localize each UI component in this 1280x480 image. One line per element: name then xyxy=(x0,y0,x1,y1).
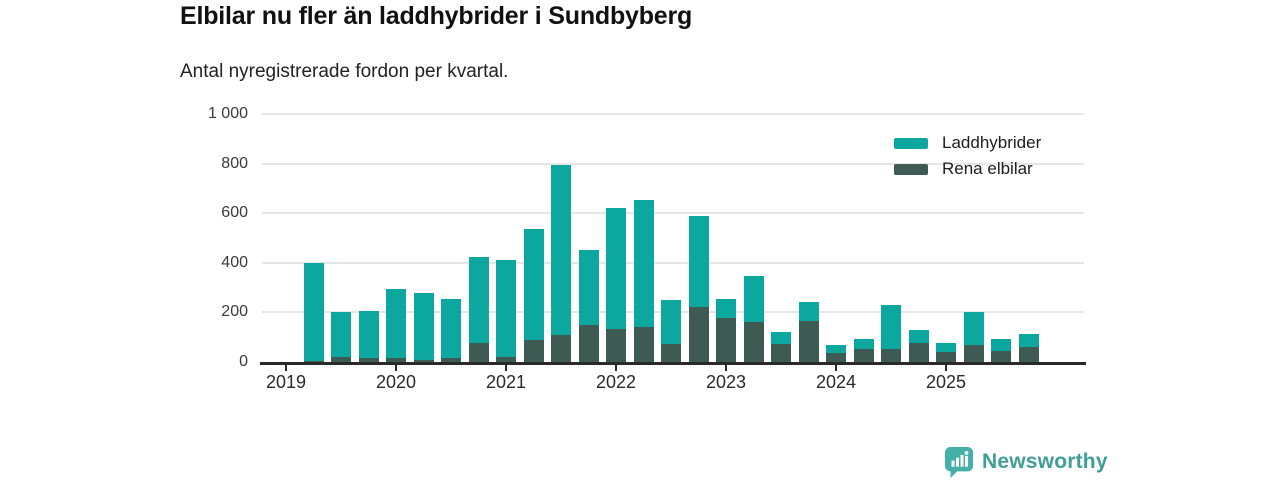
chart-subtitle: Antal nyregistrerade fordon per kvartal. xyxy=(180,61,509,82)
bar-2022-q3-laddhybrider xyxy=(661,300,681,344)
bar-2023-q2-laddhybrider xyxy=(743,276,764,323)
y-axis-label: 600 xyxy=(221,204,248,222)
bar-2020-q1-rena-elbilar xyxy=(386,358,406,362)
bar-2022-q1-rena-elbilar xyxy=(606,328,626,362)
x-axis-tick-2024 xyxy=(835,364,837,371)
bar-2020-q3-rena-elbilar xyxy=(441,357,461,362)
x-tick-label-2020: 2020 xyxy=(375,372,417,392)
legend-swatch-rena-elbilar xyxy=(894,163,928,175)
x-axis-tick-2021 xyxy=(505,364,507,371)
bar-2025-q1-rena-elbilar xyxy=(936,352,956,362)
chart-title: Elbilar nu fler än laddhybrider i Sundby… xyxy=(180,2,693,30)
bar-2021-q4-laddhybrider xyxy=(578,250,599,326)
x-axis-line xyxy=(260,362,1086,365)
bar-2023-q1-rena-elbilar xyxy=(716,317,736,362)
bar-2021-q2-rena-elbilar xyxy=(523,339,544,362)
bar-2024-q2-rena-elbilar xyxy=(853,349,874,362)
bar-2023-q1-laddhybrider xyxy=(716,298,736,318)
bar-2022-q4-rena-elbilar xyxy=(688,307,709,362)
y-axis-label: 400 xyxy=(221,253,248,271)
legend: Laddhybrider Rena elbilar xyxy=(894,130,1041,182)
gridline-800 xyxy=(262,162,1084,165)
bar-2024-q4-laddhybrider xyxy=(908,329,929,344)
bar-2021-q2-laddhybrider xyxy=(523,229,544,340)
x-tick-label-2021: 2021 xyxy=(485,372,527,392)
bar-2025-q2-rena-elbilar xyxy=(963,344,984,362)
bar-2022-q3-rena-elbilar xyxy=(661,343,681,362)
bar-2025-q3-rena-elbilar xyxy=(991,350,1011,362)
x-tick-label-2022: 2022 xyxy=(595,372,637,392)
bar-2022-q1-laddhybrider xyxy=(606,208,626,329)
bar-2022-q2-rena-elbilar xyxy=(633,326,654,362)
x-tick-label-2025: 2025 xyxy=(925,372,967,392)
bar-2019-q4-laddhybrider xyxy=(358,311,379,359)
bar-2023-q3-rena-elbilar xyxy=(771,344,791,362)
bar-2020-q3-laddhybrider xyxy=(441,298,461,358)
x-axis-tick-2025 xyxy=(945,364,947,371)
bar-2024-q3-rena-elbilar xyxy=(881,349,901,362)
bar-2021-q1-laddhybrider xyxy=(496,260,516,357)
bar-2025-q4-laddhybrider xyxy=(1018,333,1039,347)
bar-2019-q3-laddhybrider xyxy=(331,312,351,358)
bar-2021-q1-rena-elbilar xyxy=(496,356,516,362)
bar-2025-q3-laddhybrider xyxy=(991,338,1011,351)
bar-2020-q4-laddhybrider xyxy=(468,256,489,344)
bar-2021-q3-rena-elbilar xyxy=(551,334,571,362)
bar-2024-q3-laddhybrider xyxy=(881,304,901,350)
x-tick-label-2024: 2024 xyxy=(815,372,857,392)
bar-2019-q4-rena-elbilar xyxy=(358,358,379,362)
bar-2023-q2-rena-elbilar xyxy=(743,322,764,362)
bar-2022-q2-laddhybrider xyxy=(633,199,654,327)
y-axis-label: 200 xyxy=(221,303,248,321)
bar-2021-q3-laddhybrider xyxy=(551,164,571,335)
bar-2019-q3-rena-elbilar xyxy=(331,357,351,362)
bar-2019-q2-laddhybrider xyxy=(303,262,324,361)
legend-item-rena-elbilar: Rena elbilar xyxy=(894,156,1041,182)
x-tick-label-2019: 2019 xyxy=(265,372,307,392)
x-axis-tick-2022 xyxy=(615,364,617,371)
gridline-1000 xyxy=(262,113,1084,115)
legend-label-rena-elbilar: Rena elbilar xyxy=(942,159,1033,178)
y-axis-label: 800 xyxy=(221,154,248,172)
bar-2020-q4-rena-elbilar xyxy=(468,343,489,362)
bar-2024-q2-laddhybrider xyxy=(853,338,874,350)
bar-2020-q1-laddhybrider xyxy=(386,288,406,359)
y-axis-label: 1 000 xyxy=(207,105,248,122)
legend-item-laddhybrider: Laddhybrider xyxy=(894,130,1041,156)
bar-2025-q1-laddhybrider xyxy=(936,342,956,353)
x-axis-tick-2019 xyxy=(285,364,287,371)
bar-2023-q4-laddhybrider xyxy=(798,302,819,322)
bar-2024-q1-rena-elbilar xyxy=(826,353,846,362)
bar-2019-q2-rena-elbilar xyxy=(303,360,324,362)
y-axis-label: 0 xyxy=(239,353,248,370)
x-axis-tick-2023 xyxy=(725,364,727,371)
bar-2021-q4-rena-elbilar xyxy=(578,325,599,362)
newsworthy-logo-text: Newsworthy xyxy=(982,450,1108,473)
bar-2022-q4-laddhybrider xyxy=(688,215,709,308)
legend-swatch-laddhybrider xyxy=(894,137,928,149)
bar-2023-q4-rena-elbilar xyxy=(798,321,819,362)
bar-2023-q3-laddhybrider xyxy=(771,331,791,345)
bar-2020-q2-rena-elbilar xyxy=(413,360,434,362)
x-axis-tick-2020 xyxy=(395,364,397,371)
bar-2025-q2-laddhybrider xyxy=(963,312,984,345)
bar-2024-q1-laddhybrider xyxy=(826,344,846,354)
newsworthy-logo-icon xyxy=(944,447,974,478)
gridline-600 xyxy=(262,212,1084,215)
bar-2024-q4-rena-elbilar xyxy=(908,343,929,362)
gridline-400 xyxy=(262,261,1084,264)
bar-2020-q2-laddhybrider xyxy=(413,293,434,360)
newsworthy-logo: Newsworthy xyxy=(944,446,1108,478)
bar-2025-q4-rena-elbilar xyxy=(1018,346,1039,362)
legend-label-laddhybrider: Laddhybrider xyxy=(942,133,1042,152)
x-tick-label-2023: 2023 xyxy=(705,372,747,392)
